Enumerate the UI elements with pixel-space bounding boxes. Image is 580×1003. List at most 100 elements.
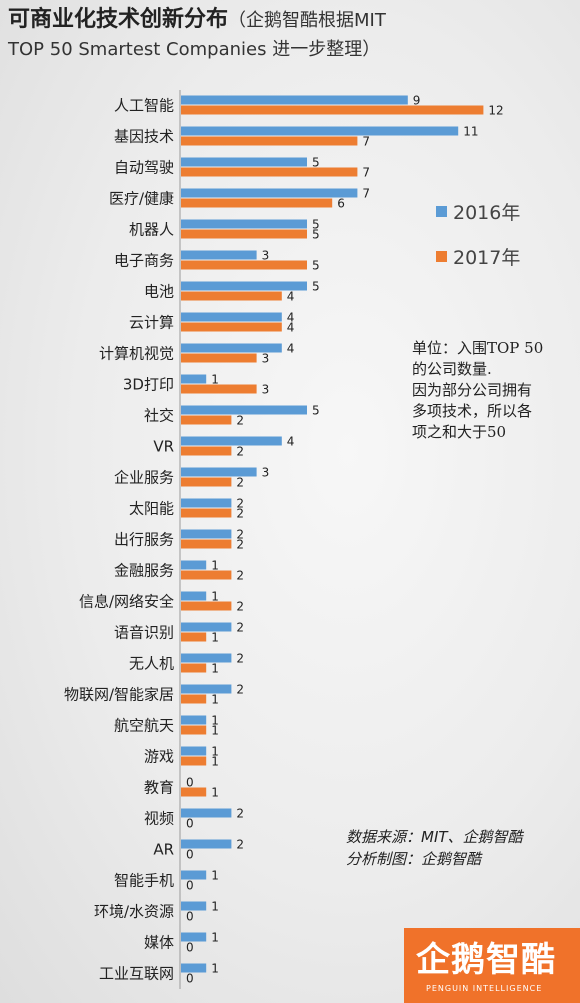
data-label: 5 [312,156,320,170]
data-label: 2 [236,838,244,852]
data-label: 3 [262,383,270,397]
data-label: 2 [236,476,244,490]
data-label: 2 [236,528,244,542]
data-label: 6 [337,197,345,211]
data-label: 2 [236,497,244,511]
bar-2017 [181,136,358,146]
category-label: 媒体 [144,934,174,952]
bar-2016 [181,591,207,601]
bar-2016 [181,219,307,229]
bar-2017 [181,353,257,363]
data-label: 1 [211,714,219,728]
category-label: 电池 [144,283,174,301]
data-label: 1 [211,900,219,914]
data-label: 2 [236,621,244,635]
data-label: 7 [362,166,370,180]
data-label: 1 [211,745,219,759]
note-line: 单位：入围TOP 50 [412,339,544,357]
bar-2016 [181,932,207,942]
bar-2017 [181,787,207,797]
bar-2017 [181,601,232,611]
bar-2017 [181,570,232,580]
bar-2017 [181,632,207,642]
legend-swatch [436,205,447,217]
category-label: 人工智能 [114,97,174,115]
title-line-1: 可商业化技术创新分布（企鹅智酷根据MIT [8,4,574,37]
data-label: 2 [236,538,244,552]
data-label: 4 [287,311,295,325]
bar-2016 [181,839,232,849]
data-label: 1 [211,755,219,769]
note-line: 的公司数量. [412,360,492,378]
data-label: 4 [287,290,295,304]
category-label: 云计算 [129,314,174,332]
category-label: 语音识别 [114,624,174,642]
category-label: 自动驾驶 [114,159,174,177]
data-label: 3 [262,249,270,263]
data-label: 2 [236,652,244,666]
data-label: 4 [287,342,295,356]
bar-2016 [181,684,232,694]
bar-2017 [181,446,232,456]
data-label: 1 [211,786,219,800]
data-label: 11 [463,125,478,139]
category-label: 智能手机 [114,872,174,890]
chart-subtitle-line-2: TOP 50 Smartest Companies 进一步整理） [8,39,381,60]
data-label: 0 [186,910,194,924]
bar-2016 [181,374,207,384]
data-label: 2 [236,600,244,614]
source-line: 分析制图：企鹅智酷 [346,850,482,868]
data-label: 1 [211,631,219,645]
bar-2016 [181,746,207,756]
data-label: 3 [262,352,270,366]
category-label: 教育 [144,779,174,797]
category-label: 环境/水资源 [94,903,174,921]
data-label: 5 [312,259,320,273]
category-label: 金融服务 [114,562,174,580]
bar-2016 [181,870,207,880]
data-label: 1 [211,724,219,738]
data-label: 2 [236,807,244,821]
data-label: 7 [362,135,370,149]
data-label: 5 [312,218,320,232]
legend-swatch [436,250,447,262]
bar-2017 [181,229,307,239]
bar-2017 [181,539,232,549]
data-label: 0 [186,848,194,862]
note-line: 多项技术，所以各 [412,402,533,420]
bar-2016 [181,963,207,973]
chart-subtitle: （企鹅智酷根据MIT [228,10,386,31]
bar-2017 [181,694,207,704]
category-label: 物联网/智能家居 [64,686,174,704]
data-label: 2 [236,507,244,521]
note-line: 项之和大于50 [412,423,507,441]
bar-2017 [181,508,232,518]
data-label: 1 [211,869,219,883]
bar-2017 [181,756,207,766]
bar-2016 [181,343,282,353]
category-label: VR [153,438,174,456]
data-label: 1 [211,662,219,676]
bar-2017 [181,477,232,487]
bar-2017 [181,167,358,177]
bar-2016 [181,715,207,725]
bar-2016 [181,281,307,291]
title-block: 可商业化技术创新分布（企鹅智酷根据MIT TOP 50 Smartest Com… [8,4,574,63]
category-label: 航空航天 [114,717,174,735]
bar-2017 [181,291,282,301]
bar-2016 [181,405,307,415]
bar-2016 [181,312,282,322]
category-label: 基因技术 [114,128,174,146]
data-label: 1 [211,693,219,707]
category-label: 太阳能 [129,500,174,518]
category-label: 无人机 [129,655,174,673]
unit-note: 单位：入围TOP 50 的公司数量. 因为部分公司拥有 多项技术，所以各 项之和… [412,338,572,443]
bar-2017 [181,198,333,208]
bar-2017 [181,415,232,425]
bar-2017 [181,260,307,270]
bar-2016 [181,498,232,508]
bar-2016 [181,126,459,136]
bar-2016 [181,188,358,198]
legend: 2016年 2017年 [436,200,520,269]
